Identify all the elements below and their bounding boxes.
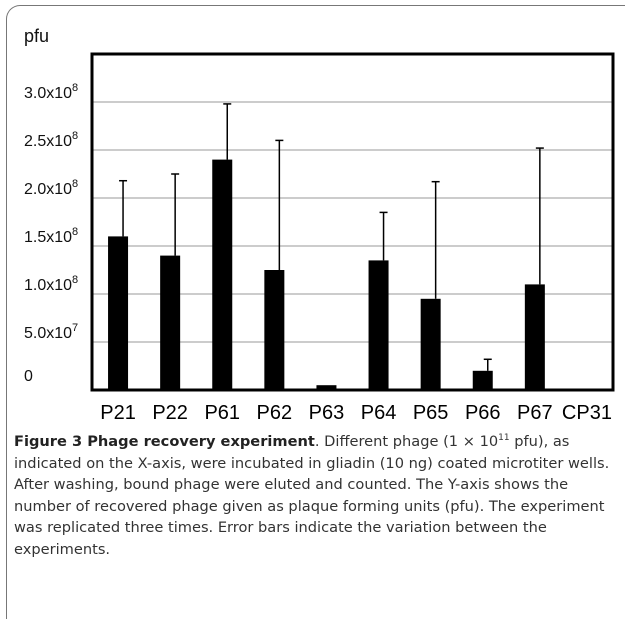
y-tick-label-3: 1.5x108 [24,226,78,246]
error-bars [119,103,544,371]
bar-p63 [316,385,337,390]
bars [108,159,545,390]
y-tick-label-4: 2.0x108 [24,178,78,198]
bar-p66 [472,370,493,390]
bar-p65 [420,298,441,390]
y-tick-label-2: 1.0x108 [24,274,78,294]
bar-p64 [368,260,389,390]
bar-p62 [264,270,285,390]
x-tick-label-p62: P62 [257,402,293,424]
y-axis-label: pfu [24,26,49,46]
x-tick-labels: P21 P22 P61 P62 P63 P64 P65 P66 P67 CP31 [100,402,612,424]
y-tick-label-5: 2.5x108 [24,130,78,150]
bar-p67 [524,284,545,390]
y-tick-label-1: 5.0x107 [24,322,78,342]
x-tick-label-p64: P64 [361,402,397,424]
y-tick-label-6: 3.0x108 [24,82,78,102]
x-tick-label-p61: P61 [204,402,240,424]
x-tick-label-p63: P63 [309,402,345,424]
figure-frame [6,5,625,619]
x-tick-label-p66: P66 [465,402,501,424]
x-tick-label-p22: P22 [152,402,188,424]
caption-title: Figure 3 Phage recovery experiment [14,433,315,450]
x-tick-label-p65: P65 [413,402,449,424]
x-tick-label-cp31: CP31 [562,402,612,424]
x-tick-label-p21: P21 [100,402,136,424]
caption-text-pre: . Different phage (1 × 10 [314,433,499,450]
plot-area-border [90,52,615,392]
caption-exponent: 11 [498,433,510,443]
y-tick-labels: 0 5.0x107 1.0x108 1.5x108 2.0x108 2.5x108 3.0x… [24,82,78,385]
bar-chart: 0 5.0x107 1.0x108 1.5x108 2.0x108 2.5x108 3.0x… [24,26,615,424]
bar-p61 [212,159,233,390]
bar-p22 [160,255,181,390]
bar-p21 [108,236,129,390]
caption-text-post: pfu), as indicated on the X-axis, were i… [14,433,610,558]
figure-caption: Figure 3 Phage recovery experiment. Diff… [14,431,614,560]
y-tick-label-0: 0 [24,368,33,385]
x-tick-label-p67: P67 [517,402,553,424]
